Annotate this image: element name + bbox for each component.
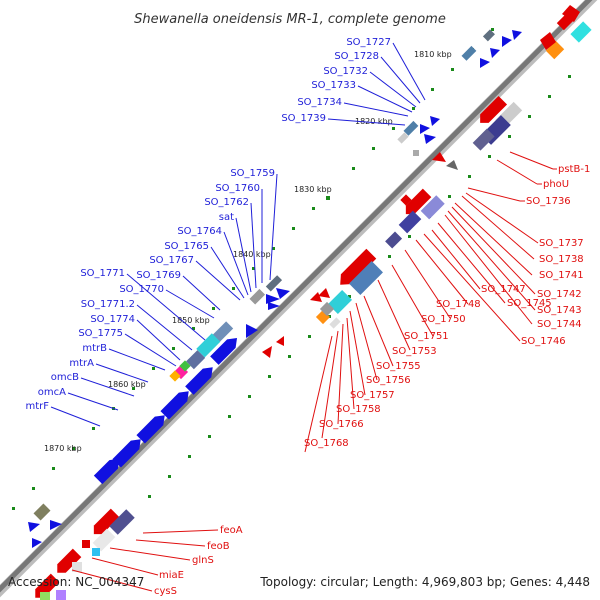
- gene-label: SO_1771: [80, 268, 125, 279]
- gene-label: SO_1756: [366, 375, 411, 386]
- scale-label: 1820 kbp: [355, 117, 393, 126]
- gene-label: feoA: [220, 525, 243, 536]
- gene-label: phoU: [543, 179, 569, 190]
- gene-label: SO_1759: [230, 168, 275, 179]
- scale-label: 1870 kbp: [44, 444, 82, 453]
- gene-label: SO_1732: [323, 66, 368, 77]
- gene-label: SO_1742: [537, 289, 582, 300]
- reverse-strand-genes: [35, 5, 592, 600]
- gene-label: mtrB: [82, 343, 107, 354]
- gene-label: SO_1774: [90, 314, 135, 325]
- gene-label: SO_1736: [526, 196, 571, 207]
- scale-ticks-right: [128, 75, 571, 518]
- gene-label: SO_1738: [539, 254, 584, 265]
- gene-label: mtrF: [25, 401, 49, 412]
- gene-label: SO_1733: [311, 80, 356, 91]
- gene-label: SO_1755: [376, 361, 421, 372]
- gene-label: omcB: [51, 372, 79, 383]
- gene-label: SO_1743: [537, 305, 582, 316]
- gene-label: sat: [219, 212, 234, 223]
- gene-label: SO_1737: [539, 238, 584, 249]
- topology-text: Topology: circular; Length: 4,969,803 bp…: [259, 575, 590, 589]
- gene-label: SO_1745: [507, 298, 552, 309]
- gene-label: SO_1744: [537, 319, 582, 330]
- gene-label: SO_1771.2: [81, 299, 135, 310]
- gene-label: SO_1770: [119, 284, 164, 295]
- accession-text: Accession: NC_004347: [8, 575, 144, 589]
- gene-label: SO_1741: [539, 270, 584, 281]
- gene-label: miaE: [159, 570, 184, 581]
- gene-label: SO_1746: [521, 336, 566, 347]
- scale-labels: 1810 kbp 1820 kbp 1830 kbp 1840 kbp 1850…: [44, 50, 452, 453]
- gene-label: SO_1751: [404, 331, 449, 342]
- gene-label: SO_1753: [392, 346, 437, 357]
- map-title: Shewanella oneidensis MR-1, complete gen…: [134, 12, 446, 27]
- gene-label: cysS: [154, 586, 177, 597]
- forward-strand-genes: [28, 29, 522, 548]
- gene-label: SO_1758: [336, 404, 381, 415]
- gene-label: mtrA: [69, 358, 94, 369]
- gene-label: SO_1728: [334, 51, 379, 62]
- gene-label: SO_1768: [304, 438, 349, 449]
- gene-label: SO_1760: [215, 183, 260, 194]
- gene-label: glnS: [192, 555, 214, 566]
- gene-label: pstB-1: [558, 164, 590, 175]
- gene-label: SO_1775: [78, 328, 123, 339]
- gene-label: SO_1769: [136, 270, 181, 281]
- gene-labels-reverse: pstB-1 phoU SO_1736 SO_1737 SO_1738 SO_1…: [154, 164, 590, 597]
- gene-label: SO_1765: [164, 241, 209, 252]
- scale-label: 1830 kbp: [294, 185, 332, 194]
- gene-label: SO_1764: [177, 226, 222, 237]
- gene-label: feoB: [207, 541, 230, 552]
- scale-label: 1810 kbp: [414, 50, 452, 59]
- gene-label: SO_1750: [421, 314, 466, 325]
- gene-label: SO_1766: [319, 419, 364, 430]
- gene-labels-forward: SO_1727 SO_1728 SO_1732 SO_1733 SO_1734 …: [25, 37, 391, 412]
- gene-label: SO_1747: [481, 284, 526, 295]
- gene-label: SO_1762: [204, 197, 249, 208]
- gene-label: SO_1727: [346, 37, 391, 48]
- gene-label: SO_1767: [149, 255, 194, 266]
- scale-label: 1840 kbp: [233, 250, 271, 259]
- gene-label: SO_1757: [350, 390, 395, 401]
- leader-lines-red: [71, 151, 557, 592]
- scale-label: 1850 kbp: [172, 316, 210, 325]
- leader-lines-blue: [50, 42, 426, 427]
- gene-label: SO_1739: [281, 113, 326, 124]
- gene-label: SO_1734: [297, 97, 342, 108]
- gene-label: SO_1748: [436, 299, 481, 310]
- gene-label: omcA: [38, 387, 66, 398]
- scale-label: 1860 kbp: [108, 380, 146, 389]
